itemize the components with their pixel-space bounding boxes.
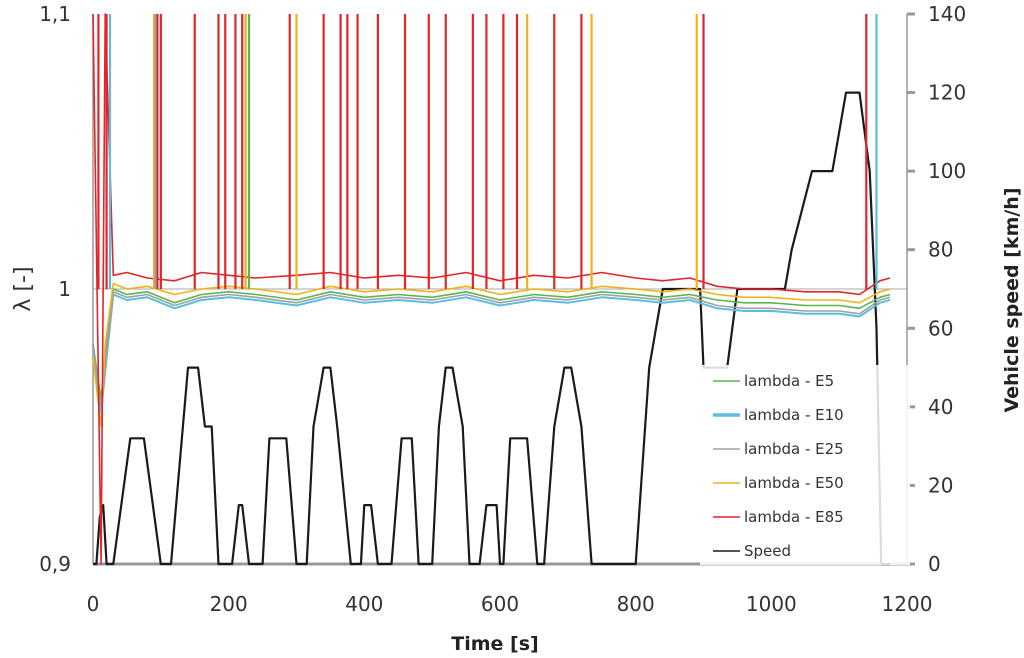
x-tick-label: 200 — [210, 592, 248, 616]
x-axis-title: Time [s] — [451, 633, 538, 655]
x-tick-label: 400 — [345, 592, 383, 616]
legend-label-lambda-e5: lambda - E5 — [744, 372, 834, 390]
y-left-tick-label: 1 — [58, 277, 71, 301]
y-right-tick-label: 80 — [928, 238, 953, 262]
spike-layer — [97, 14, 878, 289]
y-right-tick-label: 100 — [928, 159, 966, 183]
legend-background — [700, 365, 910, 565]
legend-label-lambda-e10: lambda - E10 — [744, 406, 844, 424]
y-left-tick-label: 1,1 — [39, 2, 71, 26]
series-line-lambda-e85 — [92, 13, 891, 565]
series-line-lambda-e5 — [92, 288, 891, 400]
legend-label-lambda-e50: lambda - E50 — [744, 474, 844, 492]
legend: lambda - E5 lambda - E10 lambda - E25 lambd… — [700, 365, 910, 565]
y-right-tick-label: 60 — [928, 316, 953, 340]
series-line-lambda-e25 — [92, 291, 891, 406]
x-tick-label: 800 — [617, 592, 655, 616]
series-line-lambda-e50 — [92, 282, 891, 428]
x-tick-label: 1000 — [746, 592, 797, 616]
x-tick-label: 600 — [481, 592, 519, 616]
y-right-tick-label: 0 — [928, 552, 941, 576]
legend-label-lambda-e85: lambda - E85 — [744, 508, 844, 526]
y-right-tick-label: 140 — [928, 2, 966, 26]
legend-label-speed: Speed — [744, 542, 791, 560]
legend-label-lambda-e25: lambda - E25 — [744, 440, 844, 458]
x-tick-label: 0 — [87, 592, 100, 616]
tick-layer: 0 200 400 600 800 1000 1200 0,9 1 1,1 0 20 40 60 80 100… — [39, 2, 966, 616]
y-right-axis-title: Vehicle speed [km/h] — [1001, 187, 1023, 412]
series-line-lambda-e10 — [92, 293, 891, 414]
y-right-tick-label: 120 — [928, 81, 966, 105]
y-left-tick-label: 0,9 — [39, 552, 71, 576]
y-left-axis-title: λ [-] — [11, 266, 36, 311]
x-tick-label: 1200 — [882, 592, 933, 616]
y-right-tick-label: 20 — [928, 473, 953, 497]
y-right-tick-label: 40 — [928, 395, 953, 419]
series-layer — [92, 13, 891, 566]
